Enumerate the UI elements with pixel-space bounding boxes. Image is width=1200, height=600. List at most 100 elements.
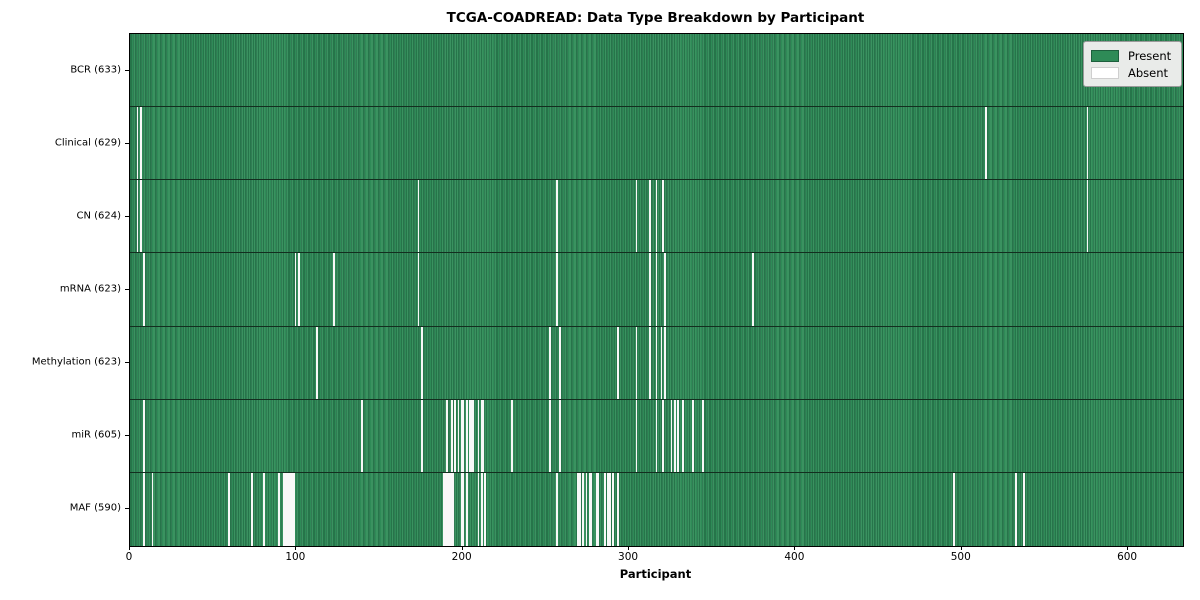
absent-line xyxy=(461,472,463,546)
absent-line xyxy=(549,326,551,399)
absent-line xyxy=(660,326,663,399)
absent-line xyxy=(559,326,561,399)
absent-line xyxy=(477,399,480,472)
absent-line xyxy=(559,399,561,472)
absent-line xyxy=(635,180,638,253)
absent-line xyxy=(228,472,230,546)
x-tick-mark xyxy=(1127,546,1129,550)
absent-line xyxy=(472,399,475,472)
absent-line xyxy=(549,399,551,472)
absent-line xyxy=(953,472,956,546)
absent-line xyxy=(446,472,448,546)
x-axis-label: Participant xyxy=(619,567,692,581)
absent-line xyxy=(635,326,638,399)
absent-line xyxy=(590,472,593,546)
absent-line xyxy=(316,326,318,399)
absent-line xyxy=(417,180,420,253)
absent-line xyxy=(136,180,139,253)
absent-line xyxy=(1086,107,1089,180)
x-tick-mark xyxy=(960,546,962,550)
y-tick-label-clinical: Clinical (629) xyxy=(54,137,121,149)
x-tick-label: 0 xyxy=(125,551,133,563)
absent-line xyxy=(609,472,611,546)
absent-line xyxy=(670,399,673,472)
absent-line xyxy=(635,399,638,472)
x-tick-label: 600 xyxy=(1117,551,1138,563)
heatmap-row-maf xyxy=(130,472,1183,546)
absent-line xyxy=(484,472,486,546)
absent-line xyxy=(442,472,445,546)
absent-line xyxy=(555,253,558,326)
x-tick-mark xyxy=(129,546,130,550)
absent-line xyxy=(294,253,297,326)
absent-line xyxy=(1086,180,1089,253)
absent-line xyxy=(466,399,468,472)
absent-line xyxy=(655,253,658,326)
absent-line xyxy=(662,180,664,253)
absent-line xyxy=(595,472,598,546)
legend-entry-present: Present xyxy=(1091,47,1173,64)
absent-line xyxy=(291,472,294,546)
legend-entry-absent: Absent xyxy=(1091,64,1173,81)
absent-line xyxy=(481,472,483,546)
legend-label-present: Present xyxy=(1128,48,1172,63)
absent-line xyxy=(298,253,300,326)
x-tick-label: 100 xyxy=(285,551,306,563)
absent-line xyxy=(289,472,292,546)
x-tick-label: 500 xyxy=(950,551,971,563)
absent-line xyxy=(457,399,460,472)
y-tick-mark xyxy=(125,508,129,510)
absent-line xyxy=(286,472,289,546)
x-tick-label: 200 xyxy=(451,551,472,563)
absent-line xyxy=(617,326,620,399)
x-tick-label: 400 xyxy=(784,551,805,563)
absent-line xyxy=(143,472,145,546)
absent-line xyxy=(663,253,666,326)
plot-area: Present Absent xyxy=(129,33,1184,547)
absent-line xyxy=(582,472,585,546)
x-tick-mark xyxy=(461,546,463,550)
absent-line xyxy=(284,472,287,546)
present-swatch-icon xyxy=(1091,49,1119,62)
absent-line xyxy=(1014,472,1017,546)
absent-line xyxy=(604,472,606,546)
absent-line xyxy=(612,472,615,546)
y-tick-mark xyxy=(125,69,129,71)
absent-line xyxy=(454,399,457,472)
absent-line xyxy=(417,253,420,326)
y-tick-label-bcr: BCR (633) xyxy=(70,64,121,76)
absent-line xyxy=(278,472,280,546)
absent-line xyxy=(462,399,465,472)
absent-line xyxy=(682,399,684,472)
chart-title: TCGA-COADREAD: Data Type Breakdown by Pa… xyxy=(446,10,865,26)
absent-line xyxy=(451,399,453,472)
y-tick-mark xyxy=(125,142,129,144)
heatmap-row-methylation xyxy=(130,326,1183,400)
absent-line xyxy=(692,399,694,472)
y-tick-label-mrna: mRNA (623) xyxy=(59,283,121,295)
absent-line xyxy=(752,253,754,326)
absent-line xyxy=(655,399,658,472)
heatmap-row-clinical xyxy=(130,107,1183,181)
absent-line xyxy=(663,326,666,399)
absent-line xyxy=(461,399,463,472)
absent-line xyxy=(136,107,139,180)
absent-line xyxy=(151,472,154,546)
absent-line xyxy=(466,472,468,546)
y-tick-label-maf: MAF (590) xyxy=(69,502,121,514)
absent-line xyxy=(444,472,447,546)
absent-line xyxy=(446,399,448,472)
y-tick-mark xyxy=(125,289,129,290)
absent-line xyxy=(589,472,591,546)
absent-line xyxy=(283,472,285,546)
absent-line xyxy=(577,472,580,546)
absent-line xyxy=(673,399,676,472)
absent-line xyxy=(447,472,450,546)
absent-line xyxy=(579,472,581,546)
absent-line xyxy=(451,472,453,546)
absent-line xyxy=(597,472,600,546)
absent-line xyxy=(585,472,588,546)
y-tick-label-cn: CN (624) xyxy=(76,210,121,222)
absent-line xyxy=(332,253,335,326)
